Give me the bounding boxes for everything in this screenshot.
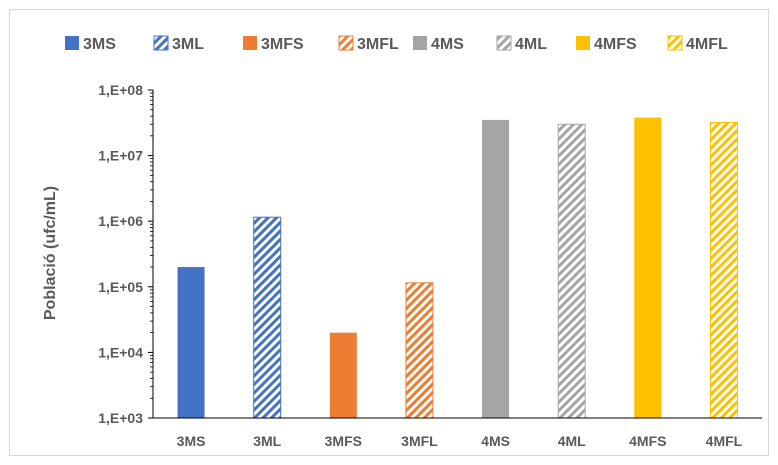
x-axis: 3MS 3ML 3MFS 3MFL 4MS 4ML 4MFS 4MFL — [153, 417, 762, 449]
y-tick-label: 1,E+05 — [98, 279, 143, 295]
y-axis: 1,E+03 1,E+04 1,E+05 1,E+06 1,E+07 1,E+08 — [98, 82, 154, 426]
x-tick-label: 4MFS — [629, 433, 666, 449]
bar-3ms — [177, 267, 205, 418]
bar-4ml — [557, 123, 586, 419]
legend-swatch-4mfs — [576, 36, 590, 50]
legend: 3MS 3ML 3MFS 3MFL 4MS 4ML 4MFS 4MFL — [65, 35, 728, 53]
bar-3mfl — [405, 282, 434, 419]
legend-swatch-4mfl — [667, 35, 683, 51]
y-axis-title: Població (ufc/mL) — [42, 186, 59, 320]
x-tick-label: 3ML — [253, 433, 281, 449]
legend-label-4mfs: 4MFS — [594, 36, 637, 53]
y-tick-label: 1,E+06 — [98, 213, 143, 229]
legend-swatch-3ml — [153, 35, 169, 51]
legend-swatch-3ms — [65, 36, 79, 50]
x-tick-label: 4MFL — [706, 433, 743, 449]
x-tick-label: 3MFL — [401, 433, 438, 449]
legend-swatch-3mfl — [338, 35, 354, 51]
bar-3ml — [253, 216, 282, 419]
legend-label-3mfs: 3MFS — [261, 36, 304, 53]
legend-swatch-3mfs — [243, 36, 257, 50]
x-tick-label: 3MS — [177, 433, 206, 449]
legend-label-3ms: 3MS — [83, 36, 116, 53]
y-tick-label: 1,E+07 — [98, 148, 143, 164]
legend-swatch-4ml — [496, 35, 512, 51]
y-tick-label: 1,E+04 — [98, 344, 143, 360]
legend-label-4ms: 4MS — [431, 36, 464, 53]
bar-4mfl — [709, 121, 738, 419]
legend-label-3ml: 3ML — [172, 36, 204, 53]
legend-label-3mfl: 3MFL — [357, 36, 399, 53]
legend-swatch-4ms — [413, 36, 427, 50]
bar-3mfs — [329, 332, 357, 418]
y-tick-label: 1,E+03 — [98, 410, 143, 426]
bars — [177, 117, 738, 419]
legend-label-4ml: 4ML — [515, 36, 547, 53]
y-tick-label: 1,E+08 — [98, 82, 143, 98]
legend-label-4mfl: 4MFL — [686, 36, 728, 53]
bar-4ms — [482, 119, 510, 419]
x-tick-label: 4MS — [481, 433, 510, 449]
bar-4mfs — [634, 117, 662, 418]
x-tick-label: 4ML — [558, 433, 586, 449]
x-tick-label: 3MFS — [325, 433, 362, 449]
